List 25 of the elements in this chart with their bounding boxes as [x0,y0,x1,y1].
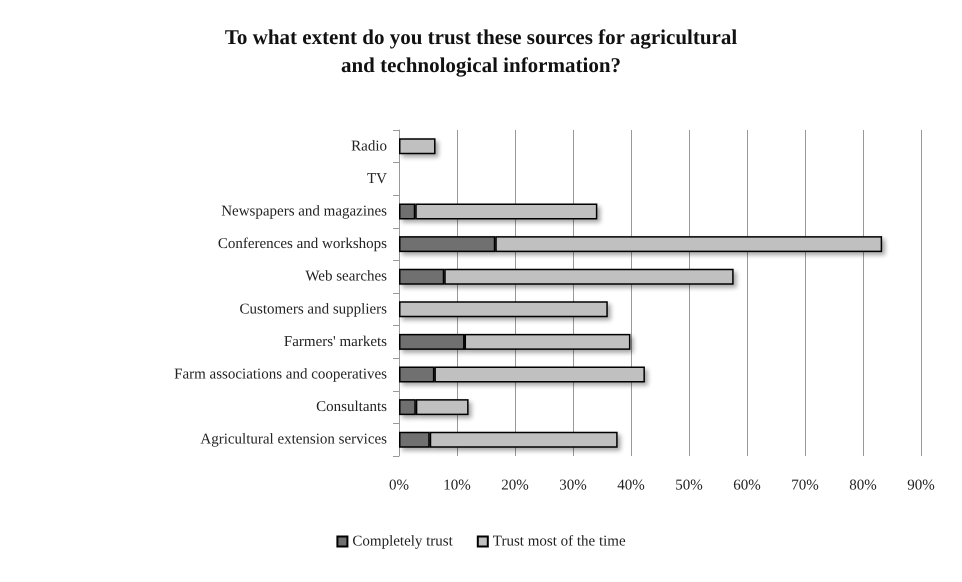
chart-title: To what extent do you trust these sources for agricultural and technological information? [224,25,738,77]
x-tick-label: 60% [733,478,761,494]
x-tick-label: 70% [791,478,819,494]
y-tick-label: Farmers' markets [284,334,388,350]
x-tick-label: 20% [501,478,529,494]
y-tick-label: Radio [351,138,387,154]
y-tick-label: Consultants [316,399,388,416]
x-tick-label: 90% [907,478,935,494]
x-tick-label: 50% [675,478,703,494]
legend-label: Completely trust [352,534,454,550]
y-tick-label: Agricultural extension services [200,432,388,448]
y-tick-label: Conferences and workshops [218,236,388,252]
legend-label: Trust most of the time [492,534,626,550]
y-tick-label: Newspapers and magazines [221,204,388,220]
x-tick-label: 30% [559,478,587,494]
y-tick-label: Customers and suppliers [240,301,388,318]
y-tick-label: TV [367,170,388,187]
y-tick-label: Farm associations and cooperatives [174,366,388,382]
x-tick-label: 80% [849,478,877,494]
y-tick-label: Web searches [305,268,388,285]
bar [399,138,436,154]
x-tick-label: 40% [617,478,645,494]
x-tick-label: 10% [443,478,471,494]
bar [399,301,608,318]
x-tick-label: 0% [389,478,409,494]
